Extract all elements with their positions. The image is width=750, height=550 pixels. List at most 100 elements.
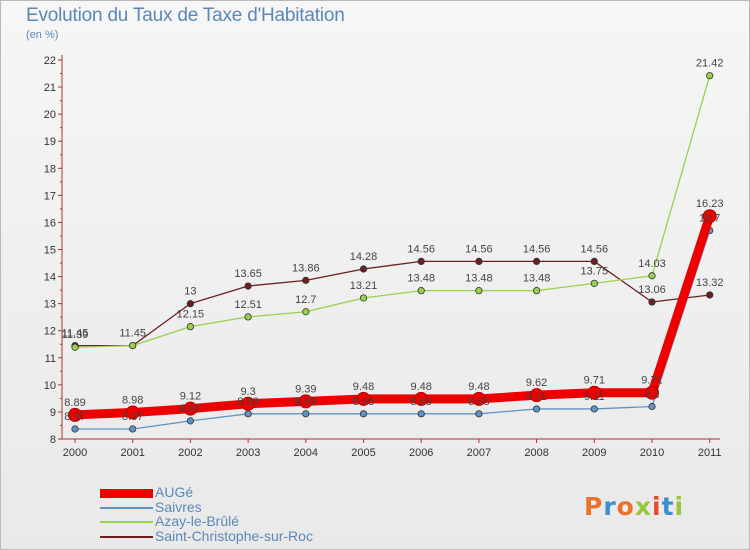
logo-letter: r (603, 492, 617, 521)
data-label-auge: 9.71 (641, 375, 662, 387)
data-label-auge: 8.98 (122, 394, 143, 406)
data-label-saint-christophe-sur-roc: 14.56 (523, 243, 551, 255)
data-label-auge: 9.48 (468, 381, 489, 393)
point-auge (587, 385, 602, 400)
x-tick-label: 2007 (467, 447, 491, 459)
legend-label-saivres: Saivres (155, 499, 202, 515)
y-tick-label: 11 (45, 353, 56, 365)
data-label-saivres: 9.2 (644, 389, 659, 401)
point-saint-christophe-sur-roc (590, 257, 598, 266)
data-label-auge: 8.89 (64, 397, 85, 409)
point-auge (298, 394, 313, 409)
legend-label-auge: AUGé (155, 484, 194, 500)
y-tick-label: 13 (44, 299, 56, 311)
data-label-azay-le-brule: 13.48 (523, 273, 551, 285)
point-azay-le-brule (648, 272, 656, 280)
data-label-azay-le-brule: 14.03 (638, 258, 666, 270)
point-saivres (244, 410, 252, 418)
point-azay-le-brule (71, 343, 79, 351)
x-tick-label: 2006 (409, 447, 433, 459)
x-tick-label: 2009 (582, 447, 606, 459)
data-label-azay-le-brule: 13.48 (465, 273, 493, 285)
chart-title: Evolution du Taux de Taxe d'Habitation (26, 5, 345, 26)
point-auge (125, 405, 140, 420)
logo-letter: o (616, 492, 635, 521)
x-tick-label: 2005 (351, 447, 375, 459)
legend-label-azay: Azay-le-Brûlé (155, 513, 240, 529)
data-labels: 11.45 11.45 13 13.65 13.86 14.28 14.56 14.56 14.… (62, 58, 724, 423)
legend-swatch-azay (100, 521, 153, 523)
y-tick-label: 20 (44, 109, 56, 121)
data-label-saint-christophe-sur-roc: 13.65 (234, 268, 262, 280)
data-label-saivres: 8.93 (353, 396, 374, 408)
data-label-auge: 9.3 (240, 386, 255, 398)
axes: 8 9 10 11 12 13 14 15 16 17 18 19 20 21 22 2000 2001 2002… (44, 55, 722, 459)
point-azay-le-brule (359, 294, 368, 302)
data-label-azay-le-brule: 12.7 (295, 294, 316, 306)
data-label-azay-le-brule: 12.15 (177, 309, 205, 321)
y-tick-label: 16 (44, 217, 56, 229)
point-saint-christophe-sur-roc (302, 276, 310, 284)
data-label-auge: 9.48 (410, 381, 431, 393)
data-label-auge: 9.71 (584, 375, 605, 387)
point-saivres (590, 405, 598, 413)
y-tick-label: 21 (44, 82, 56, 94)
point-azay-le-brule (590, 279, 598, 287)
point-auge (68, 407, 82, 422)
point-saivres (129, 425, 137, 433)
logo-letter: x (634, 492, 652, 521)
data-label-auge: 9.12 (180, 391, 201, 403)
data-label-saivres: 8.93 (295, 396, 316, 408)
data-label-saivres: 8.67 (180, 403, 201, 415)
point-saint-christophe-sur-roc (417, 257, 425, 266)
data-label-saint-christophe-sur-roc: 13 (184, 286, 196, 298)
data-label-saivres: 8.93 (237, 396, 258, 408)
chart-unit-label: (en %) (26, 29, 59, 41)
point-saint-christophe-sur-roc (475, 257, 483, 266)
point-auge (471, 391, 486, 406)
logo-letter: i (652, 492, 662, 521)
data-label-saint-christophe-sur-roc: 13.86 (292, 262, 320, 274)
data-label-azay-le-brule: 13.21 (350, 280, 378, 292)
point-saint-christophe-sur-roc (186, 300, 194, 308)
point-auge (702, 209, 717, 224)
point-saivres (302, 410, 310, 418)
point-azay-le-brule (129, 342, 137, 350)
point-saint-christophe-sur-roc (359, 265, 368, 273)
data-label-saivres: 8.93 (468, 396, 489, 408)
data-label-saint-christophe-sur-roc: 14.56 (581, 243, 609, 255)
point-auge (356, 391, 371, 406)
legend-swatch-saint-christophe (100, 536, 153, 538)
y-tick-label: 10 (44, 380, 56, 392)
proxiti-logo: Proxiti (584, 492, 684, 521)
point-auge (529, 388, 544, 403)
logo-letter: P (584, 492, 604, 521)
x-tick-label: 2008 (524, 447, 548, 459)
data-label-auge: 16.23 (696, 198, 724, 210)
series-line-auge (70, 211, 715, 420)
x-tick-label: 2001 (120, 447, 144, 459)
point-saivres (417, 410, 425, 418)
data-label-saivres: 8.37 (122, 411, 143, 423)
data-label-auge: 9.48 (353, 381, 374, 393)
data-label-saivres: 9.11 (526, 391, 547, 403)
data-label-saint-christophe-sur-roc: 14.56 (407, 243, 435, 255)
point-azay-le-brule (244, 313, 252, 321)
data-label-saint-christophe-sur-roc: 13.06 (638, 284, 666, 296)
data-label-saint-christophe-sur-roc: 11.45 (62, 328, 89, 340)
data-label-auge: 9.62 (526, 377, 547, 389)
y-tick-label: 19 (44, 136, 56, 148)
data-label-saint-christophe-sur-roc: 14.56 (465, 243, 493, 255)
series-line-saivres (74, 229, 711, 430)
y-tick-label: 8 (50, 434, 56, 446)
series-layer (68, 72, 717, 433)
point-azay-le-brule (475, 287, 483, 295)
point-saivres (186, 417, 194, 425)
y-tick-label: 17 (44, 190, 56, 202)
x-tick-label: 2010 (640, 447, 664, 459)
point-saivres (359, 410, 368, 418)
y-tick-label: 15 (44, 245, 56, 257)
data-label-azay-le-brule: 13.48 (407, 273, 435, 285)
